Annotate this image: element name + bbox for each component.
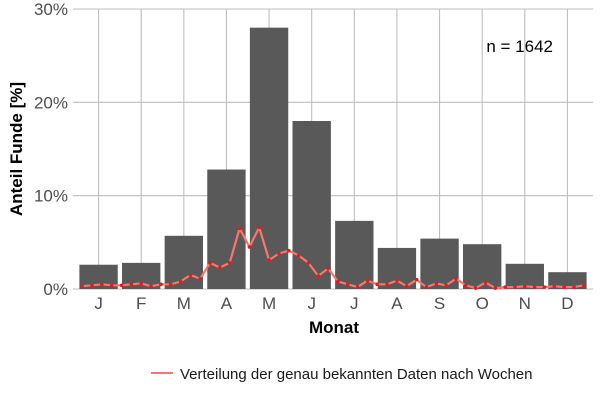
weekly-point [523,284,527,289]
y-axis-title: Anteil Funde [%] [7,82,26,216]
weekly-point [395,278,399,283]
bar-12 [548,272,587,289]
legend: Verteilung der genau bekannten Daten nac… [151,366,533,383]
weekly-point [100,282,104,287]
x-tick-label: M [177,294,191,313]
bar-10 [463,244,502,289]
weekly-point [237,226,242,231]
weekly-point [414,277,419,282]
x-tick-label: J [94,294,103,313]
weekly-point [208,261,212,265]
weekly-point [159,282,163,287]
x-tick-label: A [391,294,403,313]
weekly-point [178,279,183,284]
bar-6 [292,121,331,289]
weekly-point [424,285,429,289]
weekly-point [355,285,360,289]
weekly-point [385,282,389,287]
weekly-point [326,266,330,271]
x-tick-label: M [262,294,276,313]
sample-size-annotation: n = 1642 [486,37,553,56]
weekly-point [168,282,173,287]
weekly-point [463,283,468,288]
weekly-point [493,286,498,290]
weekly-point [552,284,557,289]
x-tick-label: J [350,294,359,313]
weekly-point [582,283,586,288]
x-tick-label: N [519,294,531,313]
x-axis-title: Monat [309,318,359,337]
weekly-point [277,251,281,256]
bar-3 [164,235,203,289]
weekly-point [306,261,311,265]
weekly-point [80,284,84,289]
legend-label: Verteilung der genau bekannten Daten nac… [180,366,533,383]
weekly-point [572,285,576,289]
weekly-point [542,285,547,289]
weekly-point [434,281,439,286]
weekly-point [286,248,291,253]
weekly-point [345,282,350,287]
bar-7 [335,220,374,289]
weekly-point [444,283,448,288]
weekly-point [90,283,94,288]
weekly-point [257,225,262,230]
y-tick-label: 10% [34,187,68,206]
weekly-series-line [82,226,584,290]
weekly-point [404,284,409,289]
bars [79,27,587,290]
x-tick-label: D [561,294,573,313]
x-tick-label: J [307,294,316,313]
weekly-point [218,265,222,270]
weekly-series [80,225,586,290]
x-tick-label: O [476,294,489,313]
weekly-point [513,285,517,289]
weekly-point [375,282,380,287]
weekly-point [532,285,537,289]
weekly-point [316,274,321,278]
weekly-point [365,278,370,283]
weekly-point [227,261,232,265]
weekly-point [119,283,124,288]
weekly-point [188,273,193,277]
weekly-point [247,245,252,249]
bar-5 [249,27,289,290]
y-tick-label: 20% [34,93,68,112]
weekly-point [139,281,143,286]
x-tick-label: F [136,294,146,313]
weekly-point [149,284,153,289]
weekly-point [454,276,458,281]
weekly-point [473,286,478,290]
weekly-point [267,258,271,262]
weekly-point [562,285,566,289]
weekly-point [198,276,203,281]
x-tick-label: S [434,294,445,313]
y-tick-labels: 0% 10% 20% 30% [34,0,68,299]
weekly-point [483,280,488,285]
weekly-point [129,282,134,287]
weekly-point [503,285,507,289]
weekly-point [296,253,301,258]
x-tick-label: A [221,294,233,313]
y-tick-label: 0% [43,280,68,299]
weekly-point [109,283,114,288]
weekly-point [336,279,340,284]
y-tick-label: 30% [34,0,68,19]
